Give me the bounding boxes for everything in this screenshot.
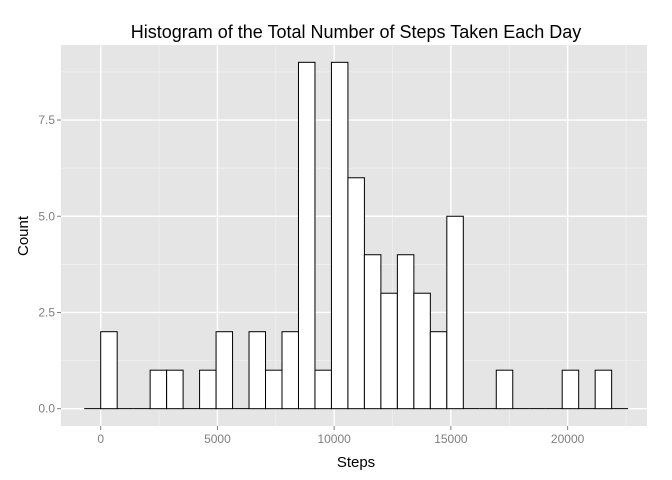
histogram-bar — [429, 331, 448, 410]
histogram-bar — [363, 254, 382, 410]
histogram-bar — [396, 254, 415, 410]
histogram-bar — [413, 292, 431, 410]
histogram-bar — [347, 177, 365, 410]
x-tick-label: 10000 — [317, 432, 351, 446]
histogram-bar — [248, 331, 267, 410]
histogram-bar — [215, 331, 234, 410]
histogram-bar — [446, 215, 464, 410]
histogram-bar — [281, 331, 299, 410]
x-tick-label: 5000 — [204, 432, 231, 446]
x-tick-label: 20000 — [551, 432, 585, 446]
histogram-bar — [199, 369, 217, 410]
histogram-bar — [561, 369, 580, 410]
histogram-bar — [100, 331, 118, 410]
x-axis-ticks: 0 5000 10000 15000 20000 — [97, 426, 585, 446]
y-axis-title: Count — [15, 215, 32, 256]
histogram-bar — [495, 369, 514, 410]
x-axis-title: Steps — [337, 454, 375, 471]
y-tick-label: 2.5 — [38, 305, 55, 319]
histogram-bar — [314, 369, 332, 410]
histogram-bar — [149, 369, 168, 410]
x-tick-label: 15000 — [434, 432, 468, 446]
histogram-bar — [380, 292, 398, 410]
histogram-bar — [330, 61, 349, 410]
y-tick-label: 7.5 — [38, 113, 55, 127]
y-tick-label: 0.0 — [38, 402, 55, 416]
histogram-bar — [166, 369, 184, 410]
histogram-bar — [594, 369, 613, 410]
histogram-bar — [265, 369, 283, 410]
y-axis-ticks: 0.0 2.5 5.0 7.5 — [38, 113, 61, 416]
chart-title: Histogram of the Total Number of Steps T… — [131, 22, 582, 42]
histogram-bars — [84, 61, 629, 410]
x-tick-label: 0 — [97, 432, 104, 446]
histogram-bar — [297, 61, 316, 410]
y-tick-label: 5.0 — [38, 209, 55, 223]
